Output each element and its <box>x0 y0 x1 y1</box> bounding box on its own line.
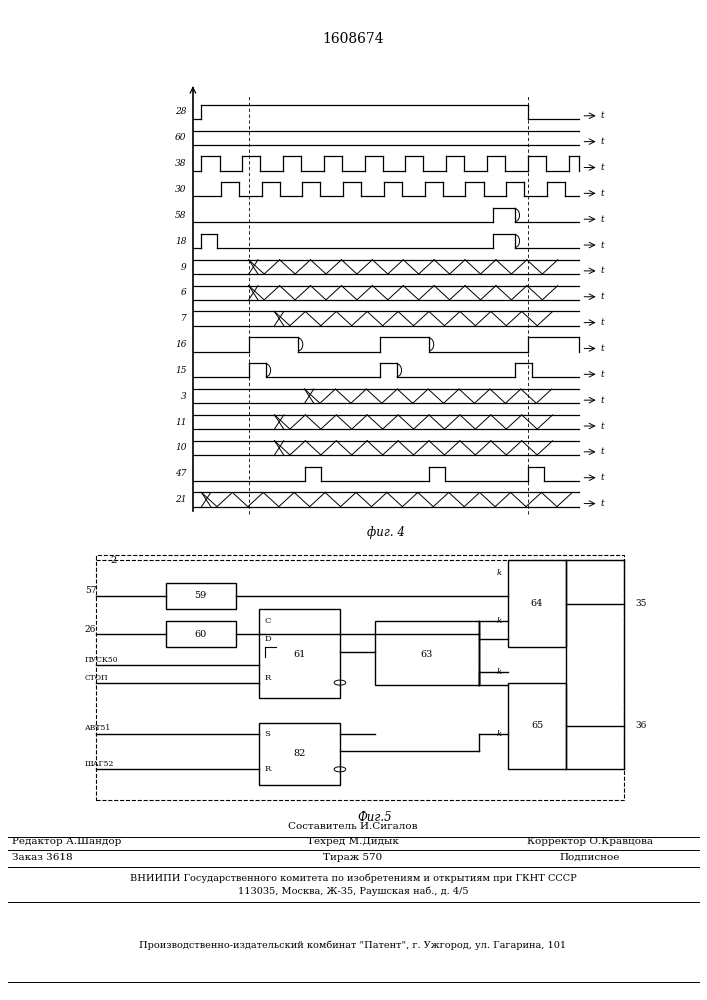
Text: t: t <box>601 344 604 353</box>
Text: Составитель И.Сигалов: Составитель И.Сигалов <box>288 822 418 831</box>
Text: 11: 11 <box>175 418 187 427</box>
Text: k: k <box>497 730 502 738</box>
Text: C: C <box>264 617 271 625</box>
Text: 82: 82 <box>293 750 305 758</box>
Text: k: k <box>497 569 502 577</box>
Bar <box>508 560 566 647</box>
Bar <box>508 683 566 769</box>
Text: t: t <box>601 318 604 327</box>
Text: t: t <box>601 215 604 224</box>
Text: 9: 9 <box>181 263 187 272</box>
Text: 36: 36 <box>636 721 647 730</box>
Text: 16: 16 <box>175 340 187 349</box>
Text: 1608674: 1608674 <box>322 32 385 46</box>
Text: 10: 10 <box>175 443 187 452</box>
Text: Производственно-издательский комбинат "Патент", г. Ужгород, ул. Гагарина, 101: Производственно-издательский комбинат "П… <box>139 940 566 950</box>
Bar <box>259 723 340 785</box>
Text: 18: 18 <box>175 237 187 246</box>
Text: 64: 64 <box>531 599 543 608</box>
Text: 35: 35 <box>636 599 647 608</box>
Text: 60: 60 <box>194 630 207 639</box>
Text: 30: 30 <box>175 185 187 194</box>
Text: ШАГ52: ШАГ52 <box>85 760 115 768</box>
Text: Тираж 570: Тираж 570 <box>323 852 382 861</box>
Bar <box>259 609 340 698</box>
Text: t: t <box>601 447 604 456</box>
Text: ВНИИПИ Государственного комитета по изобретениям и открытиям при ГКНТ СССР: ВНИИПИ Государственного комитета по изоб… <box>129 873 576 883</box>
Bar <box>166 621 235 647</box>
Text: 26: 26 <box>85 625 96 634</box>
Text: Подписное: Подписное <box>560 852 620 861</box>
Text: t: t <box>601 241 604 250</box>
Text: R: R <box>264 674 271 682</box>
Text: t: t <box>601 137 604 146</box>
Text: t: t <box>601 292 604 301</box>
Text: 63: 63 <box>421 650 433 659</box>
Text: АВТ51: АВТ51 <box>85 724 111 732</box>
Text: S: S <box>264 730 271 738</box>
Text: 6: 6 <box>181 288 187 297</box>
Text: 28: 28 <box>175 107 187 116</box>
Text: k: k <box>497 617 502 625</box>
Text: t: t <box>601 396 604 405</box>
Text: 65: 65 <box>531 721 543 730</box>
Text: t: t <box>601 370 604 379</box>
Text: 57: 57 <box>85 586 96 595</box>
Text: 113035, Москва, Ж-35, Раушская наб., д. 4/5: 113035, Москва, Ж-35, Раушская наб., д. … <box>238 886 468 896</box>
Text: R: R <box>264 765 271 773</box>
Text: 38: 38 <box>175 159 187 168</box>
Text: k: k <box>497 668 502 676</box>
Text: 7: 7 <box>181 314 187 323</box>
Text: 21: 21 <box>175 495 187 504</box>
Text: t: t <box>601 499 604 508</box>
Text: Редактор А.Шандор: Редактор А.Шандор <box>12 838 122 846</box>
Text: 58: 58 <box>175 211 187 220</box>
Text: t: t <box>601 189 604 198</box>
Bar <box>166 583 235 609</box>
Text: t: t <box>601 111 604 120</box>
Text: Корректор О.Кравцова: Корректор О.Кравцова <box>527 838 653 846</box>
Text: 60: 60 <box>175 133 187 142</box>
Text: D: D <box>264 635 271 643</box>
Text: 15: 15 <box>175 366 187 375</box>
Text: 47: 47 <box>175 469 187 478</box>
Bar <box>375 621 479 685</box>
Text: 59: 59 <box>194 591 207 600</box>
Text: t: t <box>601 422 604 431</box>
Text: Фиг.5: Фиг.5 <box>358 811 392 824</box>
Text: Техред М.Дидык: Техред М.Дидык <box>307 838 399 846</box>
Text: фиг. 4: фиг. 4 <box>367 526 405 539</box>
Text: СТОП: СТОП <box>85 674 108 682</box>
Text: 3: 3 <box>181 392 187 401</box>
Text: t: t <box>601 266 604 275</box>
Text: Заказ 3618: Заказ 3618 <box>12 852 73 861</box>
Text: t: t <box>601 163 604 172</box>
Text: 61: 61 <box>293 650 305 659</box>
Text: 2: 2 <box>111 556 117 565</box>
Text: t: t <box>601 473 604 482</box>
Text: ПУСК50: ПУСК50 <box>85 656 119 664</box>
